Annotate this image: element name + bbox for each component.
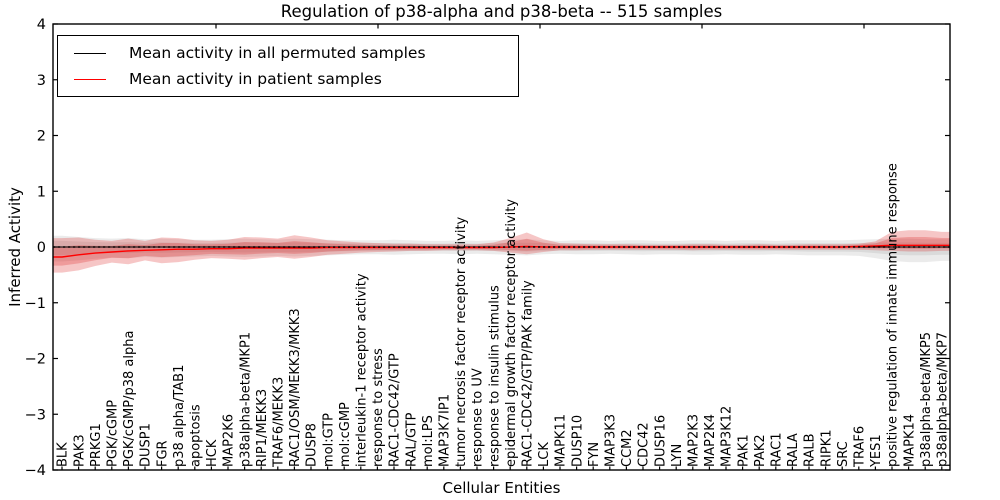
x-tick-label: MAP3K3: [604, 414, 619, 467]
x-tick-label: MAP2K4: [703, 414, 718, 467]
x-tick-label: p38 alpha/TAB1: [172, 365, 187, 467]
x-tick-label: RIP1/MEKK3: [255, 389, 270, 467]
x-tick-label: apoptosis: [189, 404, 204, 467]
y-tick-label: 1: [37, 184, 46, 200]
legend: Mean activity in all permuted samples Me…: [57, 35, 519, 97]
x-tick-label: interleukin-1 receptor activity: [355, 273, 370, 467]
x-tick-label: RALB: [803, 433, 818, 467]
y-axis-label: Inferred Activity: [6, 187, 24, 307]
x-tick-label: SRC: [836, 441, 851, 467]
x-tick-label: RALA: [786, 433, 801, 467]
x-tick-label: PGK/cGMP: [106, 400, 121, 467]
x-tick-label: mol:cGMP: [338, 402, 353, 467]
x-tick-label: p38alpha-beta/MKP7: [936, 332, 951, 467]
x-tick-label: mol:GTP: [321, 413, 336, 467]
x-tick-label: RAC1/OSM/MEKK3/MKK3: [288, 308, 303, 467]
x-tick-label: YES1: [869, 434, 884, 468]
bands-layer: [53, 230, 950, 273]
band-permuted-std-inner: [53, 240, 950, 256]
legend-item-permuted: Mean activity in all permuted samples: [58, 44, 518, 62]
x-axis-label: Cellular Entities: [442, 479, 561, 497]
x-tick-label: PAK3: [72, 434, 87, 467]
x-tick-label: MAP3K12: [720, 406, 735, 467]
permuted-mean-line-swatch: [74, 52, 106, 54]
band-patient-std-inner: [53, 237, 950, 266]
x-tick-label: PAK1: [736, 434, 751, 467]
x-tick-label: PGK/cGMP/p38 alpha: [122, 331, 137, 467]
x-tick-label: PRKG1: [89, 423, 104, 467]
x-tick-label: MAP3K7IP1: [438, 394, 453, 467]
y-tick-label: −2: [25, 352, 46, 368]
x-tick-label: RAC1-CDC42/GTP/PAK family: [521, 280, 536, 467]
x-tick-label: p38alpha-beta/MKP1: [238, 332, 253, 467]
x-tick-label: p38alpha-beta/MKP5: [919, 332, 934, 467]
x-tick-label: CDC42: [637, 422, 652, 467]
x-tick-label: BLK: [56, 442, 71, 467]
x-tick-label: DUSP8: [305, 423, 320, 467]
x-tick-label: CCM2: [620, 429, 635, 467]
x-tick-label: MAPK14: [902, 414, 917, 467]
x-tick-label: RIPK1: [819, 429, 834, 467]
y-tick-labels: 4 3 2 1 0 −1 −2 −3 −4: [25, 17, 46, 479]
x-tick-label: FYN: [587, 442, 602, 467]
x-tick-label: LYN: [670, 444, 685, 467]
legend-label-permuted: Mean activity in all permuted samples: [129, 44, 426, 62]
y-tick-label: −3: [25, 407, 46, 423]
legend-item-patient: Mean activity in patient samples: [58, 70, 518, 88]
x-tick-label: epidermal growth factor receptor activit…: [504, 199, 519, 467]
x-tick-label: LCK: [537, 442, 552, 467]
y-tick-label: 0: [37, 240, 46, 256]
x-tick-label: response to UV: [471, 368, 486, 467]
y-tick-label: −1: [25, 296, 46, 312]
y-tick-label: 3: [37, 73, 46, 89]
y-tick-label: −4: [25, 463, 46, 479]
x-tick-label: response to insulin stimulus: [487, 285, 502, 467]
y-tick-label: 4: [37, 17, 46, 33]
x-tick-label: RAL/GTP: [404, 412, 419, 467]
patient-mean-line-swatch: [74, 78, 106, 80]
x-tick-label: response to stress: [371, 348, 386, 467]
x-tick-label: HCK: [205, 439, 220, 467]
x-tick-label: tumor necrosis factor receptor activity: [454, 216, 469, 467]
x-tick-label: RAC1: [770, 432, 785, 467]
legend-label-patient: Mean activity in patient samples: [129, 70, 382, 88]
x-tick-label: TRAF6/MEKK3: [272, 377, 287, 468]
x-tick-label: DUSP1: [139, 423, 154, 467]
x-tick-label: TRAF6: [853, 426, 868, 468]
x-tick-label: MAP2K3: [687, 414, 702, 467]
x-tick-label: DUSP16: [653, 415, 668, 467]
x-tick-label: MAPK11: [554, 414, 569, 467]
y-tick-label: 2: [37, 129, 46, 145]
band-patient-std-outer: [53, 230, 950, 273]
mean-line-patient: [53, 244, 950, 258]
x-tick-label: DUSP10: [570, 415, 585, 467]
x-tick-label: MAP2K6: [222, 414, 237, 467]
x-tick-label: RAC1-CDC42/GTP: [388, 353, 403, 467]
x-tick-label: positive regulation of innate immune res…: [886, 163, 901, 467]
x-tick-label: PAK2: [753, 434, 768, 467]
chart-title: Regulation of p38-alpha and p38-beta -- …: [280, 2, 723, 21]
x-tick-label: mol:LPS: [421, 415, 436, 467]
lines-layer: [53, 244, 950, 258]
x-tick-labels: BLK PAK3 PRKG1 PGK/cGMP PGK/cGMP/p38 alpha DU…: [56, 163, 951, 468]
plot-border: [52, 23, 951, 471]
x-tick-label: FGR: [155, 440, 170, 467]
band-permuted-std-outer: [53, 235, 950, 263]
